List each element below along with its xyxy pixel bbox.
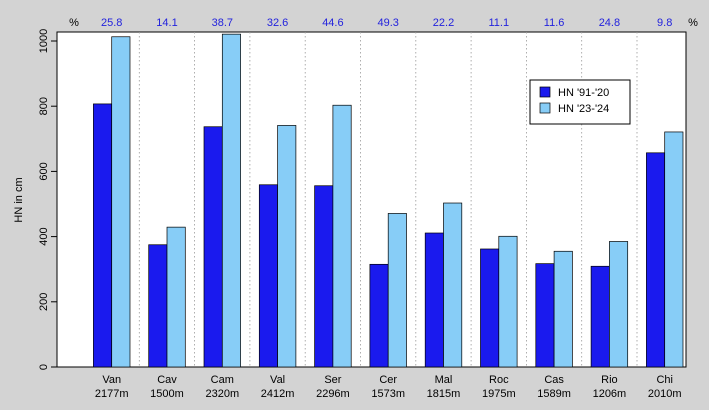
legend-swatch-hn-23-24 [539, 102, 551, 114]
top-value-cam: 38.7 [212, 17, 233, 29]
x-tick-elevation-cas: 1589m [537, 388, 571, 400]
top-axis: 25.8 14.1 38.7 32.6 44.6 49.3 22.2 11.1 11.6 24.8… [69, 17, 698, 29]
y-tick-label-400: 400 [38, 227, 50, 245]
legend-label-hn-91-20: HN '91-'20 [558, 87, 609, 99]
bar-chi-hn-91-20 [646, 152, 666, 368]
x-tick-label-rio: Rio [601, 374, 618, 386]
bar-ser-hn-91-20 [314, 185, 334, 368]
bar-cav-hn-23-24 [166, 226, 186, 368]
bars [93, 33, 684, 368]
bar-cav-hn-91-20 [148, 244, 168, 368]
top-value-roc: 11.1 [489, 17, 510, 29]
bar-roc-hn-23-24 [498, 235, 518, 368]
x-tick-elevation-ser: 2296m [316, 388, 350, 400]
bar-van-hn-91-20 [93, 103, 113, 368]
legend-swatch-hn-91-20 [539, 86, 551, 98]
bar-cer-hn-91-20 [369, 263, 389, 368]
bar-mal-hn-23-24 [443, 202, 463, 368]
x-tick-label-cam: Cam [211, 374, 234, 386]
bar-van-hn-23-24 [111, 36, 131, 368]
x-tick-elevation-val: 2412m [261, 388, 295, 400]
x-axis: Van 2177m Cav 1500m Cam 2320m Val 2412m Ser 2296m… [95, 374, 682, 400]
top-value-van: 25.8 [101, 17, 122, 29]
x-tick-elevation-cam: 2320m [205, 388, 239, 400]
bar-cam-hn-91-20 [203, 126, 223, 368]
y-tick-label-1000: 1000 [38, 29, 50, 53]
y-tick-label-600: 600 [38, 162, 50, 180]
bar-cas-hn-91-20 [535, 263, 555, 368]
top-value-chi: 9.8 [657, 17, 672, 29]
x-tick-elevation-cav: 1500m [150, 388, 184, 400]
bar-val-hn-23-24 [277, 125, 297, 368]
x-tick-elevation-cer: 1573m [371, 388, 405, 400]
x-tick-label-mal: Mal [435, 374, 453, 386]
top-value-rio: 24.8 [599, 17, 620, 29]
bar-chi-hn-23-24 [664, 131, 684, 368]
legend-label-hn-23-24: HN '23-'24 [558, 103, 609, 115]
bar-cam-hn-23-24 [221, 33, 241, 368]
top-value-ser: 44.6 [322, 17, 343, 29]
top-value-cer: 49.3 [377, 17, 398, 29]
x-tick-label-cav: Cav [157, 374, 177, 386]
top-value-val: 32.6 [267, 17, 288, 29]
x-tick-label-val: Val [270, 374, 285, 386]
bar-val-hn-91-20 [258, 184, 278, 368]
x-tick-label-van: Van [102, 374, 121, 386]
x-tick-label-ser: Ser [324, 374, 341, 386]
y-axis: 0 200 400 600 800 1000 [38, 29, 57, 370]
top-value-mal: 22.2 [433, 17, 454, 29]
y-tick-label-200: 200 [38, 293, 50, 311]
top-axis-right-label: % [688, 17, 698, 29]
x-tick-elevation-van: 2177m [95, 388, 129, 400]
x-tick-elevation-chi: 2010m [648, 388, 682, 400]
x-tick-label-roc: Roc [489, 374, 509, 386]
bar-cer-hn-23-24 [387, 213, 407, 368]
bar-mal-hn-91-20 [424, 232, 444, 368]
bar-ser-hn-23-24 [332, 104, 352, 368]
x-tick-elevation-mal: 1815m [427, 388, 461, 400]
x-tick-elevation-rio: 1206m [593, 388, 627, 400]
x-tick-label-chi: Chi [656, 374, 673, 386]
x-tick-label-cas: Cas [544, 374, 564, 386]
x-tick-label-cer: Cer [379, 374, 397, 386]
y-tick-label-0: 0 [38, 364, 50, 370]
bar-cas-hn-23-24 [553, 250, 573, 368]
bar-rio-hn-91-20 [590, 265, 610, 368]
top-value-cas: 11.6 [544, 17, 565, 29]
bar-rio-hn-23-24 [609, 241, 629, 368]
top-axis-left-label: % [69, 17, 79, 29]
top-value-cav: 14.1 [156, 17, 177, 29]
legend: HN '91-'20 HN '23-'24 [529, 79, 631, 125]
y-tick-label-800: 800 [38, 97, 50, 115]
bar-roc-hn-91-20 [480, 248, 500, 368]
y-axis-label: HN in cm [13, 177, 25, 222]
x-tick-elevation-roc: 1975m [482, 388, 516, 400]
